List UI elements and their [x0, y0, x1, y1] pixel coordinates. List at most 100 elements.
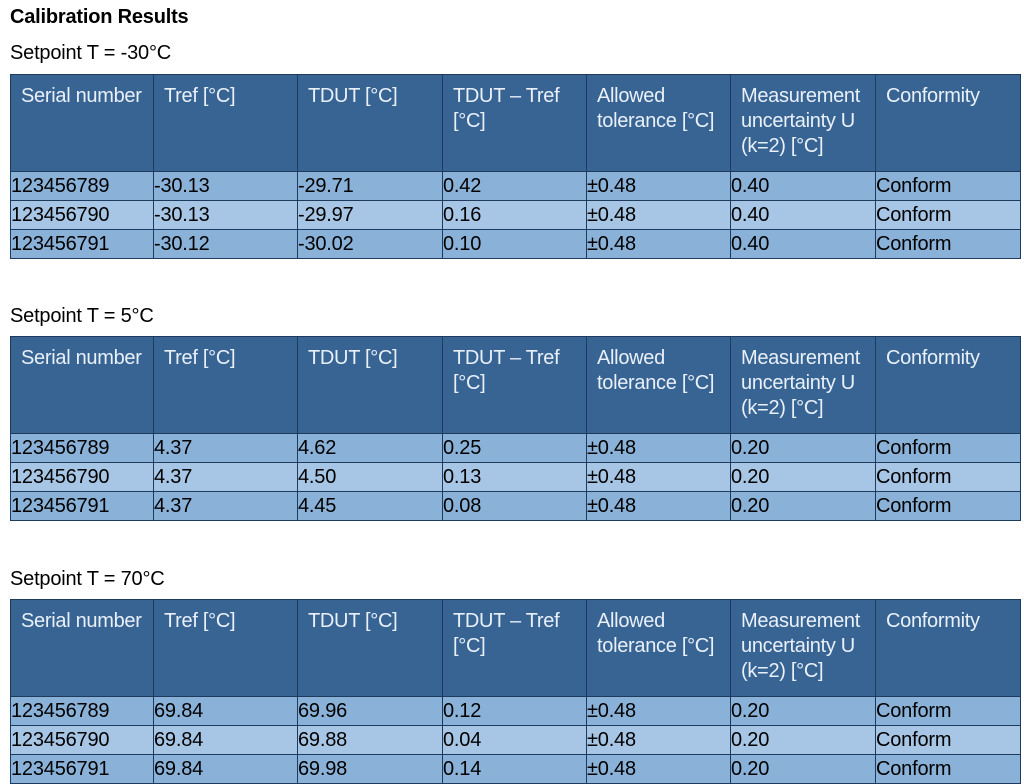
- cell-tolerance: ±0.48: [586, 462, 731, 492]
- table-row: 123456791 4.37 4.45 0.08 ±0.48 0.20 Conf…: [10, 491, 1021, 521]
- header-serial-number: Serial number: [10, 336, 154, 434]
- cell-uncertainty: 0.40: [730, 229, 876, 259]
- cell-conformity: Conform: [875, 433, 1021, 463]
- cell-uncertainty: 0.40: [730, 200, 876, 230]
- header-measurement-uncertainty: Measurement uncertainty U (k=2) [°C]: [730, 74, 876, 172]
- setpoint-title-minus30: Setpoint T = -30°C: [10, 42, 171, 64]
- header-tref: Tref [°C]: [153, 599, 298, 697]
- header-serial-number: Serial number: [10, 599, 154, 697]
- calibration-table-70: Serial number Tref [°C] TDUT [°C] TDUT –…: [10, 599, 1021, 784]
- cell-conformity: Conform: [875, 754, 1021, 784]
- header-conformity: Conformity: [875, 336, 1021, 434]
- cell-serial: 123456790: [10, 462, 154, 492]
- header-tdut: TDUT [°C]: [297, 74, 443, 172]
- table-row: 123456790 69.84 69.88 0.04 ±0.48 0.20 Co…: [10, 725, 1021, 755]
- header-allowed-tolerance: Allowed tolerance [°C]: [586, 599, 731, 697]
- cell-tref: 69.84: [153, 725, 298, 755]
- cell-tolerance: ±0.48: [586, 433, 731, 463]
- table-row: 123456791 -30.12 -30.02 0.10 ±0.48 0.40 …: [10, 229, 1021, 259]
- calibration-table-minus30: Serial number Tref [°C] TDUT [°C] TDUT –…: [10, 74, 1021, 259]
- cell-tdut: 69.98: [297, 754, 443, 784]
- cell-diff: 0.16: [442, 200, 587, 230]
- header-measurement-uncertainty: Measurement uncertainty U (k=2) [°C]: [730, 336, 876, 434]
- cell-tref: -30.13: [153, 200, 298, 230]
- cell-conformity: Conform: [875, 696, 1021, 726]
- setpoint-title-70: Setpoint T = 70°C: [10, 568, 165, 590]
- cell-conformity: Conform: [875, 462, 1021, 492]
- cell-diff: 0.08: [442, 491, 587, 521]
- cell-serial: 123456791: [10, 754, 154, 784]
- cell-tref: 69.84: [153, 696, 298, 726]
- cell-conformity: Conform: [875, 229, 1021, 259]
- header-conformity: Conformity: [875, 74, 1021, 172]
- cell-uncertainty: 0.20: [730, 725, 876, 755]
- cell-tolerance: ±0.48: [586, 229, 731, 259]
- cell-diff: 0.04: [442, 725, 587, 755]
- cell-tolerance: ±0.48: [586, 696, 731, 726]
- cell-uncertainty: 0.20: [730, 491, 876, 521]
- header-tref: Tref [°C]: [153, 74, 298, 172]
- cell-tdut: 69.96: [297, 696, 443, 726]
- header-measurement-uncertainty: Measurement uncertainty U (k=2) [°C]: [730, 599, 876, 697]
- header-allowed-tolerance: Allowed tolerance [°C]: [586, 74, 731, 172]
- table-header-row: Serial number Tref [°C] TDUT [°C] TDUT –…: [10, 336, 1021, 434]
- cell-diff: 0.10: [442, 229, 587, 259]
- cell-serial: 123456789: [10, 433, 154, 463]
- cell-tdut: 4.62: [297, 433, 443, 463]
- setpoint-title-5: Setpoint T = 5°C: [10, 305, 154, 327]
- cell-diff: 0.14: [442, 754, 587, 784]
- cell-tdut: 69.88: [297, 725, 443, 755]
- cell-uncertainty: 0.20: [730, 754, 876, 784]
- cell-tref: -30.12: [153, 229, 298, 259]
- cell-uncertainty: 0.40: [730, 171, 876, 201]
- header-tdut: TDUT [°C]: [297, 336, 443, 434]
- header-tdut: TDUT [°C]: [297, 599, 443, 697]
- table-row: 123456790 -30.13 -29.97 0.16 ±0.48 0.40 …: [10, 200, 1021, 230]
- cell-diff: 0.42: [442, 171, 587, 201]
- cell-uncertainty: 0.20: [730, 433, 876, 463]
- calibration-table-5: Serial number Tref [°C] TDUT [°C] TDUT –…: [10, 336, 1021, 521]
- cell-serial: 123456789: [10, 171, 154, 201]
- cell-tolerance: ±0.48: [586, 171, 731, 201]
- cell-tdut: 4.50: [297, 462, 443, 492]
- table-header-row: Serial number Tref [°C] TDUT [°C] TDUT –…: [10, 74, 1021, 172]
- cell-tref: 4.37: [153, 462, 298, 492]
- page-title: Calibration Results: [10, 6, 189, 28]
- table-row: 123456789 -30.13 -29.71 0.42 ±0.48 0.40 …: [10, 171, 1021, 201]
- header-tdut-minus-tref: TDUT – Tref [°C]: [442, 599, 587, 697]
- cell-tolerance: ±0.48: [586, 754, 731, 784]
- cell-tref: 69.84: [153, 754, 298, 784]
- cell-diff: 0.12: [442, 696, 587, 726]
- header-tdut-minus-tref: TDUT – Tref [°C]: [442, 74, 587, 172]
- cell-tref: 4.37: [153, 491, 298, 521]
- table-header-row: Serial number Tref [°C] TDUT [°C] TDUT –…: [10, 599, 1021, 697]
- cell-tolerance: ±0.48: [586, 200, 731, 230]
- header-tdut-minus-tref: TDUT – Tref [°C]: [442, 336, 587, 434]
- table-row: 123456789 69.84 69.96 0.12 ±0.48 0.20 Co…: [10, 696, 1021, 726]
- cell-tdut: -29.97: [297, 200, 443, 230]
- cell-conformity: Conform: [875, 171, 1021, 201]
- cell-tdut: -30.02: [297, 229, 443, 259]
- table-row: 123456790 4.37 4.50 0.13 ±0.48 0.20 Conf…: [10, 462, 1021, 492]
- header-allowed-tolerance: Allowed tolerance [°C]: [586, 336, 731, 434]
- header-serial-number: Serial number: [10, 74, 154, 172]
- cell-tdut: -29.71: [297, 171, 443, 201]
- cell-tolerance: ±0.48: [586, 491, 731, 521]
- cell-uncertainty: 0.20: [730, 696, 876, 726]
- cell-tolerance: ±0.48: [586, 725, 731, 755]
- cell-conformity: Conform: [875, 200, 1021, 230]
- cell-serial: 123456790: [10, 725, 154, 755]
- cell-serial: 123456789: [10, 696, 154, 726]
- cell-serial: 123456791: [10, 229, 154, 259]
- cell-diff: 0.13: [442, 462, 587, 492]
- cell-uncertainty: 0.20: [730, 462, 876, 492]
- cell-tref: -30.13: [153, 171, 298, 201]
- header-tref: Tref [°C]: [153, 336, 298, 434]
- cell-conformity: Conform: [875, 725, 1021, 755]
- cell-diff: 0.25: [442, 433, 587, 463]
- cell-serial: 123456791: [10, 491, 154, 521]
- cell-tref: 4.37: [153, 433, 298, 463]
- cell-serial: 123456790: [10, 200, 154, 230]
- table-row: 123456791 69.84 69.98 0.14 ±0.48 0.20 Co…: [10, 754, 1021, 784]
- cell-tdut: 4.45: [297, 491, 443, 521]
